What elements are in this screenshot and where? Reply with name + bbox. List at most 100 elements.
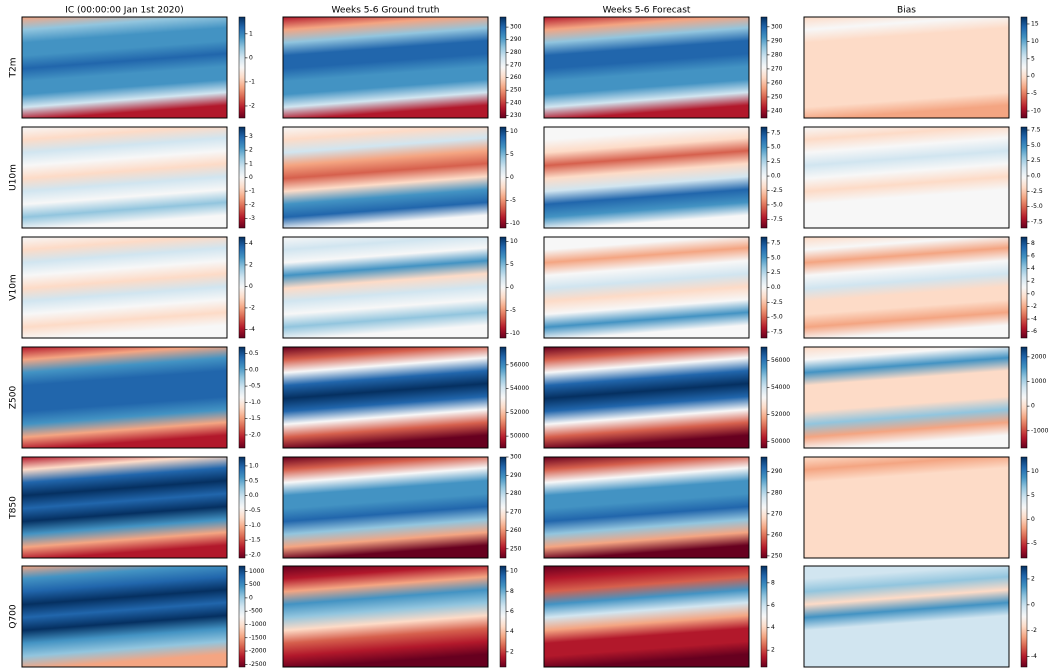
colorbar-tick-label: 2: [510, 648, 514, 655]
colorbar-tick-label: 2: [1031, 278, 1035, 285]
colorbar-tick-label: -7.5: [771, 216, 783, 223]
colorbar-tick-label: 5.0: [771, 144, 781, 151]
colorbar-tick-label: 0.0: [1031, 172, 1041, 179]
colorbar: [500, 347, 506, 448]
colorbar-tick-label: -6: [1031, 328, 1037, 335]
colorbar: [500, 457, 506, 558]
colorbar: [239, 566, 245, 667]
colorbar-tick-label: -2: [249, 201, 255, 208]
colorbar-tick-label: 0: [249, 54, 253, 61]
heatmap-image: [804, 457, 1009, 558]
colorbar-tick-label: 260: [510, 527, 522, 534]
colorbar-tick-label: 1: [249, 30, 253, 37]
column-title: Bias: [897, 6, 916, 16]
colorbar-tick-label: 0.0: [771, 173, 781, 180]
colorbar: [1021, 566, 1027, 667]
colorbar-tick-label: -5.0: [771, 201, 783, 208]
colorbar-tick-label: 7.5: [771, 239, 781, 246]
colorbar-tick-label: -2.5: [771, 299, 783, 306]
colorbar-tick-label: 2.5: [771, 158, 781, 165]
colorbar: [239, 457, 245, 558]
colorbar-tick-label: 0: [1031, 516, 1035, 523]
colorbar-tick-label: 56000: [510, 361, 529, 368]
colorbar-tick-label: -5.0: [1031, 203, 1043, 210]
heatmap-image: [804, 237, 1009, 338]
colorbar-tick-label: 50000: [771, 438, 790, 445]
colorbar-tick-label: 250: [771, 552, 783, 559]
colorbar: [1021, 347, 1027, 448]
colorbar-tick-label: 260: [510, 74, 522, 81]
colorbar-tick-label: 0: [510, 284, 514, 291]
colorbar-tick-label: 0: [1031, 403, 1035, 410]
colorbar-tick-label: 280: [771, 51, 783, 58]
colorbar-tick-label: 250: [510, 545, 522, 552]
colorbar-tick-label: 270: [510, 61, 522, 68]
colorbar: [761, 127, 767, 228]
heatmap-image: [283, 127, 488, 228]
colorbar-tick-label: 2.5: [1031, 157, 1041, 164]
colorbar-tick-label: 2: [1031, 575, 1035, 582]
colorbar: [1021, 127, 1027, 228]
colorbar-tick-label: 0: [1031, 601, 1035, 608]
colorbar: [761, 237, 767, 338]
heatmap-image: [804, 127, 1009, 228]
colorbar-tick-label: 1.0: [249, 462, 259, 469]
colorbar-tick-label: 2000: [1031, 353, 1046, 360]
heatmap-image: [22, 237, 227, 338]
colorbar-tick-label: 270: [510, 509, 522, 516]
colorbar-tick-label: -0.5: [249, 507, 261, 514]
heatmap-image: [544, 347, 749, 448]
colorbar-tick-label: 10: [510, 128, 518, 135]
colorbar-tick-label: -2: [249, 102, 255, 109]
colorbar-tick-label: 0: [510, 174, 514, 181]
colorbar-tick-label: 230: [510, 112, 522, 119]
colorbar-tick-label: 300: [510, 24, 522, 31]
colorbar-tick-label: 4: [771, 624, 775, 631]
colorbar-tick-label: 290: [510, 472, 522, 479]
column-title: IC (00:00:00 Jan 1st 2020): [65, 6, 184, 16]
colorbar-tick-label: 0: [1031, 73, 1035, 80]
colorbar-tick-label: 2: [771, 647, 775, 654]
colorbar: [500, 237, 506, 338]
colorbar: [239, 127, 245, 228]
colorbar-tick-label: 280: [510, 490, 522, 497]
colorbar-tick-label: 7.5: [1031, 127, 1041, 134]
colorbar: [761, 566, 767, 667]
colorbar: [500, 566, 506, 667]
colorbar: [239, 17, 245, 118]
colorbar: [761, 347, 767, 448]
colorbar-tick-label: -2.0: [249, 552, 261, 559]
colorbar-tick-label: -10: [1031, 108, 1041, 115]
heatmap-image: [22, 127, 227, 228]
row-label: V10m: [9, 274, 19, 300]
colorbar-tick-label: 1000: [249, 568, 264, 575]
colorbar: [1021, 457, 1027, 558]
row-label: U10m: [9, 164, 19, 191]
colorbar-tick-label: 6: [1031, 252, 1035, 259]
colorbar-tick-label: 7.5: [771, 129, 781, 136]
colorbar-tick-label: -10: [510, 220, 520, 227]
row-label: Q700: [9, 604, 19, 629]
heatmap-image: [283, 347, 488, 448]
colorbar-tick-label: -5: [510, 197, 516, 204]
colorbar-tick-label: -5: [1031, 90, 1037, 97]
colorbar-tick-label: 0.0: [771, 284, 781, 291]
colorbar-tick-label: 6: [771, 602, 775, 609]
column-title: Weeks 5-6 Forecast: [603, 6, 691, 16]
colorbar-tick-label: 290: [510, 36, 522, 43]
row-label: T2m: [9, 58, 19, 79]
colorbar-tick-label: 260: [771, 79, 783, 86]
colorbar-tick-label: 250: [771, 93, 783, 100]
colorbar-tick-label: 10: [1031, 468, 1039, 475]
colorbar-tick-label: 10: [510, 568, 518, 575]
colorbar-tick-label: 0.0: [249, 366, 259, 373]
colorbar-tick-label: 290: [771, 468, 783, 475]
heatmap-image: [283, 566, 488, 667]
colorbar-tick-label: 8: [771, 579, 775, 586]
colorbar-tick-label: 280: [510, 49, 522, 56]
colorbar-tick-label: 280: [771, 489, 783, 496]
heatmap-image: [283, 457, 488, 558]
colorbar: [761, 457, 767, 558]
colorbar-tick-label: -1: [249, 188, 255, 195]
colorbar-tick-label: 2: [249, 147, 253, 154]
